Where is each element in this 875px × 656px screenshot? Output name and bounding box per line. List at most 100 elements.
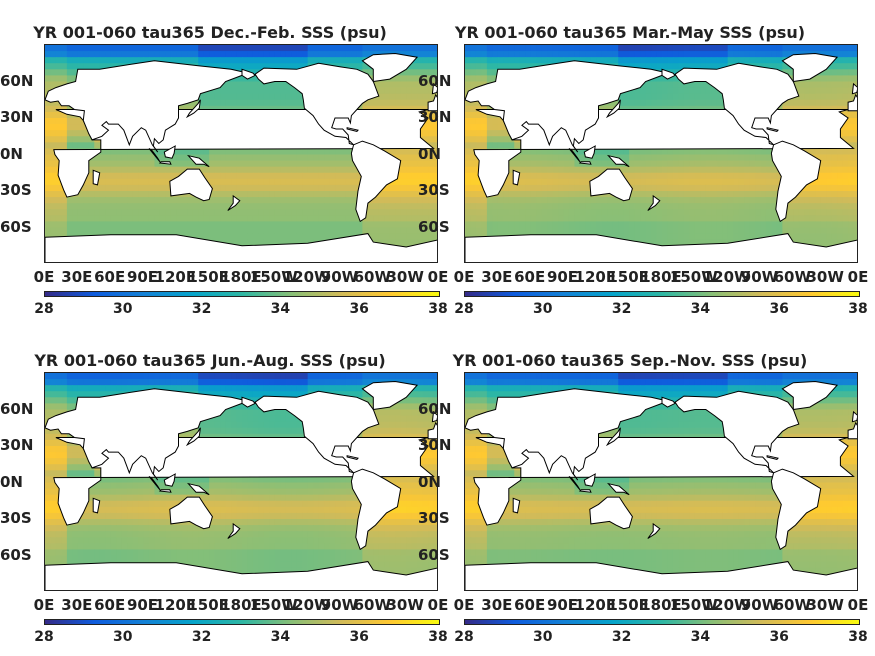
- landmass: [431, 410, 437, 423]
- lon-tick-label: 90E: [126, 596, 159, 614]
- lon-tick-label: 30W: [386, 596, 424, 614]
- landmass: [465, 388, 663, 481]
- landmass: [227, 194, 241, 211]
- landmass: [465, 60, 663, 153]
- lon-tick-label: 0E: [453, 268, 475, 286]
- lon-tick-label: 60E: [94, 596, 126, 614]
- lat-tick-label: 30S: [418, 181, 450, 199]
- colorbar-tick-label: 38: [428, 629, 448, 645]
- lon-tick-label: 60W: [773, 596, 812, 614]
- lon-tick-label: 0E: [427, 268, 449, 286]
- lon-tick-label: 60E: [514, 268, 546, 286]
- colorbar-tick-label: 34: [270, 301, 291, 317]
- lon-tick-label: 60W: [353, 596, 392, 614]
- landmass: [465, 561, 857, 590]
- landmass: [92, 169, 101, 186]
- lat-tick-label: 0N: [0, 472, 23, 491]
- lon-tick-label: 150E: [607, 268, 649, 286]
- landmass: [766, 127, 779, 132]
- landmass: [163, 473, 176, 487]
- landmass: [647, 194, 661, 211]
- sss-field: [465, 45, 857, 262]
- lon-tick-label: 180E: [640, 268, 682, 286]
- map-panel-djf: YR 001-060 tau365 Dec.-Feb. SSS (psu) 60N…: [0, 0, 448, 325]
- landmass: [465, 233, 857, 262]
- landmass: [583, 145, 596, 159]
- lon-tick-label: 60E: [94, 268, 126, 286]
- colorbar: [464, 619, 860, 625]
- lon-tick-label: 120W: [282, 596, 331, 614]
- landmass: [781, 52, 839, 83]
- colorbar-tick-label: 30: [533, 629, 553, 645]
- lat-tick-label: 60N: [0, 399, 34, 418]
- lon-tick-label: 0E: [453, 596, 475, 614]
- lat-tick-label: 60N: [0, 71, 34, 90]
- lon-tick-label: 90W: [740, 268, 779, 286]
- lon-tick-label: 90E: [126, 268, 159, 286]
- panel-title: YR 001-060 tau365 Jun.-Aug. SSS (psu): [34, 351, 386, 370]
- sss-map: [44, 372, 438, 591]
- sss-field: [45, 45, 437, 262]
- landmass: [606, 154, 630, 168]
- landmass: [661, 396, 676, 408]
- colorbar-tick-label: 36: [769, 629, 789, 645]
- colorbar-tick-label: 36: [769, 301, 789, 317]
- landmass: [427, 421, 437, 440]
- lon-tick-label: 30E: [61, 268, 93, 286]
- lat-tick-label: 30N: [418, 436, 452, 454]
- landmass: [45, 233, 437, 262]
- map-panel-jja: YR 001-060 tau365 Jun.-Aug. SSS (psu) 60N…: [0, 328, 448, 653]
- landmass: [589, 496, 633, 530]
- landmass: [45, 60, 243, 153]
- panel-title: YR 001-060 tau365 Dec.-Feb. SSS (psu): [33, 23, 387, 42]
- lat-tick-label: 30N: [0, 436, 34, 454]
- colorbar-tick-label: 36: [349, 301, 369, 317]
- landmass: [254, 390, 380, 474]
- colorbar-tick-label: 38: [428, 301, 448, 317]
- map-panel-son: YR 001-060 tau365 Sep.-Nov. SSS (psu) 60N…: [418, 328, 868, 653]
- landmass: [186, 154, 210, 168]
- landmass: [512, 497, 521, 514]
- lon-tick-label: 30E: [481, 268, 513, 286]
- landmass: [227, 522, 241, 539]
- landmass: [606, 482, 630, 496]
- landmass: [241, 68, 256, 80]
- lon-tick-label: 180E: [220, 596, 262, 614]
- landmass: [92, 497, 101, 514]
- landmass: [674, 62, 800, 146]
- sss-map: [464, 372, 858, 591]
- landmass: [847, 421, 857, 440]
- colorbar-tick-label: 38: [848, 301, 868, 317]
- lon-tick-label: 150E: [607, 596, 649, 614]
- colorbar: [44, 619, 440, 625]
- colorbar-tick-label: 32: [611, 629, 632, 645]
- landmass: [847, 93, 857, 112]
- lon-tick-label: 30E: [61, 596, 93, 614]
- landmass: [148, 475, 161, 491]
- lat-tick-label: 0N: [418, 144, 441, 163]
- lon-tick-label: 30W: [386, 268, 424, 286]
- lat-tick-label: 60N: [418, 71, 452, 90]
- lon-tick-label: 90E: [546, 596, 579, 614]
- colorbar-tick-label: 28: [454, 629, 474, 645]
- sss-map: [464, 44, 858, 263]
- lat-tick-label: 30S: [0, 181, 32, 199]
- landmass: [770, 468, 822, 551]
- landmass: [605, 427, 621, 447]
- lon-tick-label: 30E: [481, 596, 513, 614]
- lat-tick-label: 30S: [0, 509, 32, 527]
- landmass: [148, 147, 161, 163]
- sss-field: [465, 373, 857, 590]
- lat-tick-label: 60S: [0, 545, 32, 564]
- landmass: [361, 380, 419, 411]
- lon-tick-label: 0E: [847, 268, 869, 286]
- landmass: [568, 147, 581, 163]
- colorbar-tick-label: 32: [611, 301, 632, 317]
- lon-tick-label: 150E: [187, 268, 229, 286]
- lat-tick-label: 0N: [418, 472, 441, 491]
- landmass: [186, 482, 210, 496]
- colorbar-tick-label: 28: [454, 301, 474, 317]
- landmass: [350, 468, 402, 551]
- panel-title: YR 001-060 tau365 Sep.-Nov. SSS (psu): [452, 351, 808, 370]
